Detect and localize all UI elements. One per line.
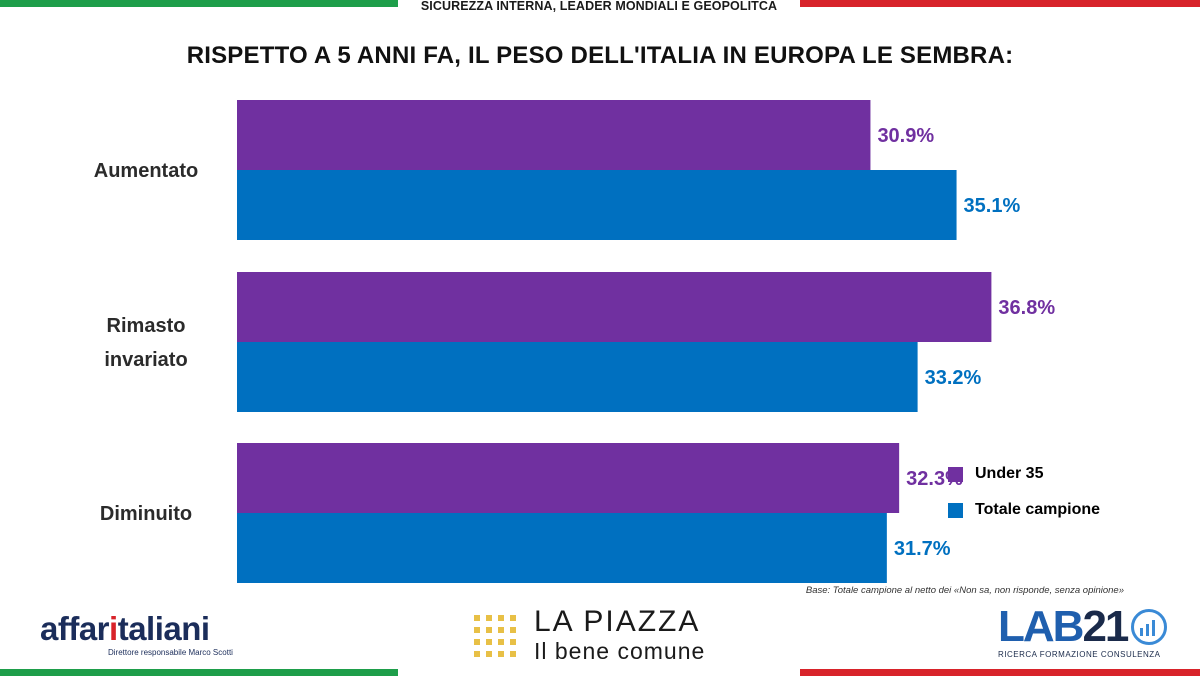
section-title: SICUREZZA INTERNA, LEADER MONDIALI E GEO…: [420, 0, 778, 13]
top-green-stripe: [0, 0, 398, 7]
lab21-wordmark: LAB: [998, 602, 1084, 651]
legend-item-under-35: Under 35: [948, 456, 1100, 492]
dot-grid-icon: [474, 615, 516, 657]
legend-swatch-totale-campione: [948, 502, 963, 518]
value-label-aumentato-totale-campione: 35.1%: [964, 195, 1021, 217]
la-piazza-subtitle: Il bene comune: [534, 638, 706, 664]
legend-label-totale-campione: Totale campione: [975, 501, 1101, 518]
legend-item-totale-campione: Totale campione: [948, 492, 1100, 528]
bar-aumentato-under-35: [237, 100, 871, 170]
bottom-red-stripe: [800, 669, 1200, 676]
legend-label-under-35: Under 35: [975, 465, 1044, 482]
bar-diminuito-under-35: [237, 443, 900, 513]
lab21-subtitle: RICERCA FORMAZIONE CONSULENZA: [998, 650, 1161, 659]
category-label-rimasto-invariato: invariato: [104, 349, 187, 371]
bar-aumentato-totale-campione: [237, 170, 957, 240]
affaritaliani-subtitle: Direttore responsabile Marco Scotti: [108, 648, 233, 657]
lab21-number: 21: [1082, 602, 1129, 651]
category-label-diminuito: Diminuito: [100, 503, 192, 525]
legend-swatch-under-35: [948, 466, 963, 482]
la-piazza-title: LA PIAZZA: [534, 605, 701, 638]
value-label-rimasto-invariato-under-35: 36.8%: [998, 297, 1055, 319]
top-red-stripe: [800, 0, 1200, 7]
value-label-aumentato-under-35: 30.9%: [877, 125, 934, 147]
legend: Under 35 Totale campione: [948, 456, 1100, 528]
la-piazza-logo: LA PIAZZA Il bene comune: [474, 607, 705, 665]
value-label-rimasto-invariato-totale-campione: 33.2%: [925, 367, 982, 389]
footnote: Base: Totale campione al netto dei «Non …: [805, 585, 1124, 596]
bottom-green-stripe: [0, 669, 398, 676]
chart-title: RISPETTO A 5 ANNI FA, IL PESO DELL'ITALI…: [186, 42, 1014, 69]
bar-diminuito-totale-campione: [237, 513, 887, 583]
affaritaliani-logo: affaritaliani Direttore responsabile Mar…: [40, 612, 233, 658]
affaritaliani-wordmark-accent: i: [109, 610, 118, 647]
bar-rimasto-invariato-under-35: [237, 272, 992, 342]
affaritaliani-wordmark-part: affar: [40, 610, 110, 647]
bar-chart-circle-icon: [1131, 609, 1168, 645]
value-label-diminuito-totale-campione: 31.7%: [894, 538, 951, 560]
category-label-rimasto-invariato: Rimasto: [107, 315, 186, 337]
lab21-logo: LAB 21 RICERCA FORMAZIONE CONSULENZA: [998, 602, 1168, 659]
affaritaliani-wordmark: affaritaliani: [40, 612, 233, 646]
bar-rimasto-invariato-totale-campione: [237, 342, 918, 412]
affaritaliani-wordmark-part: taliani: [117, 610, 210, 647]
category-label-aumentato: Aumentato: [94, 160, 198, 182]
